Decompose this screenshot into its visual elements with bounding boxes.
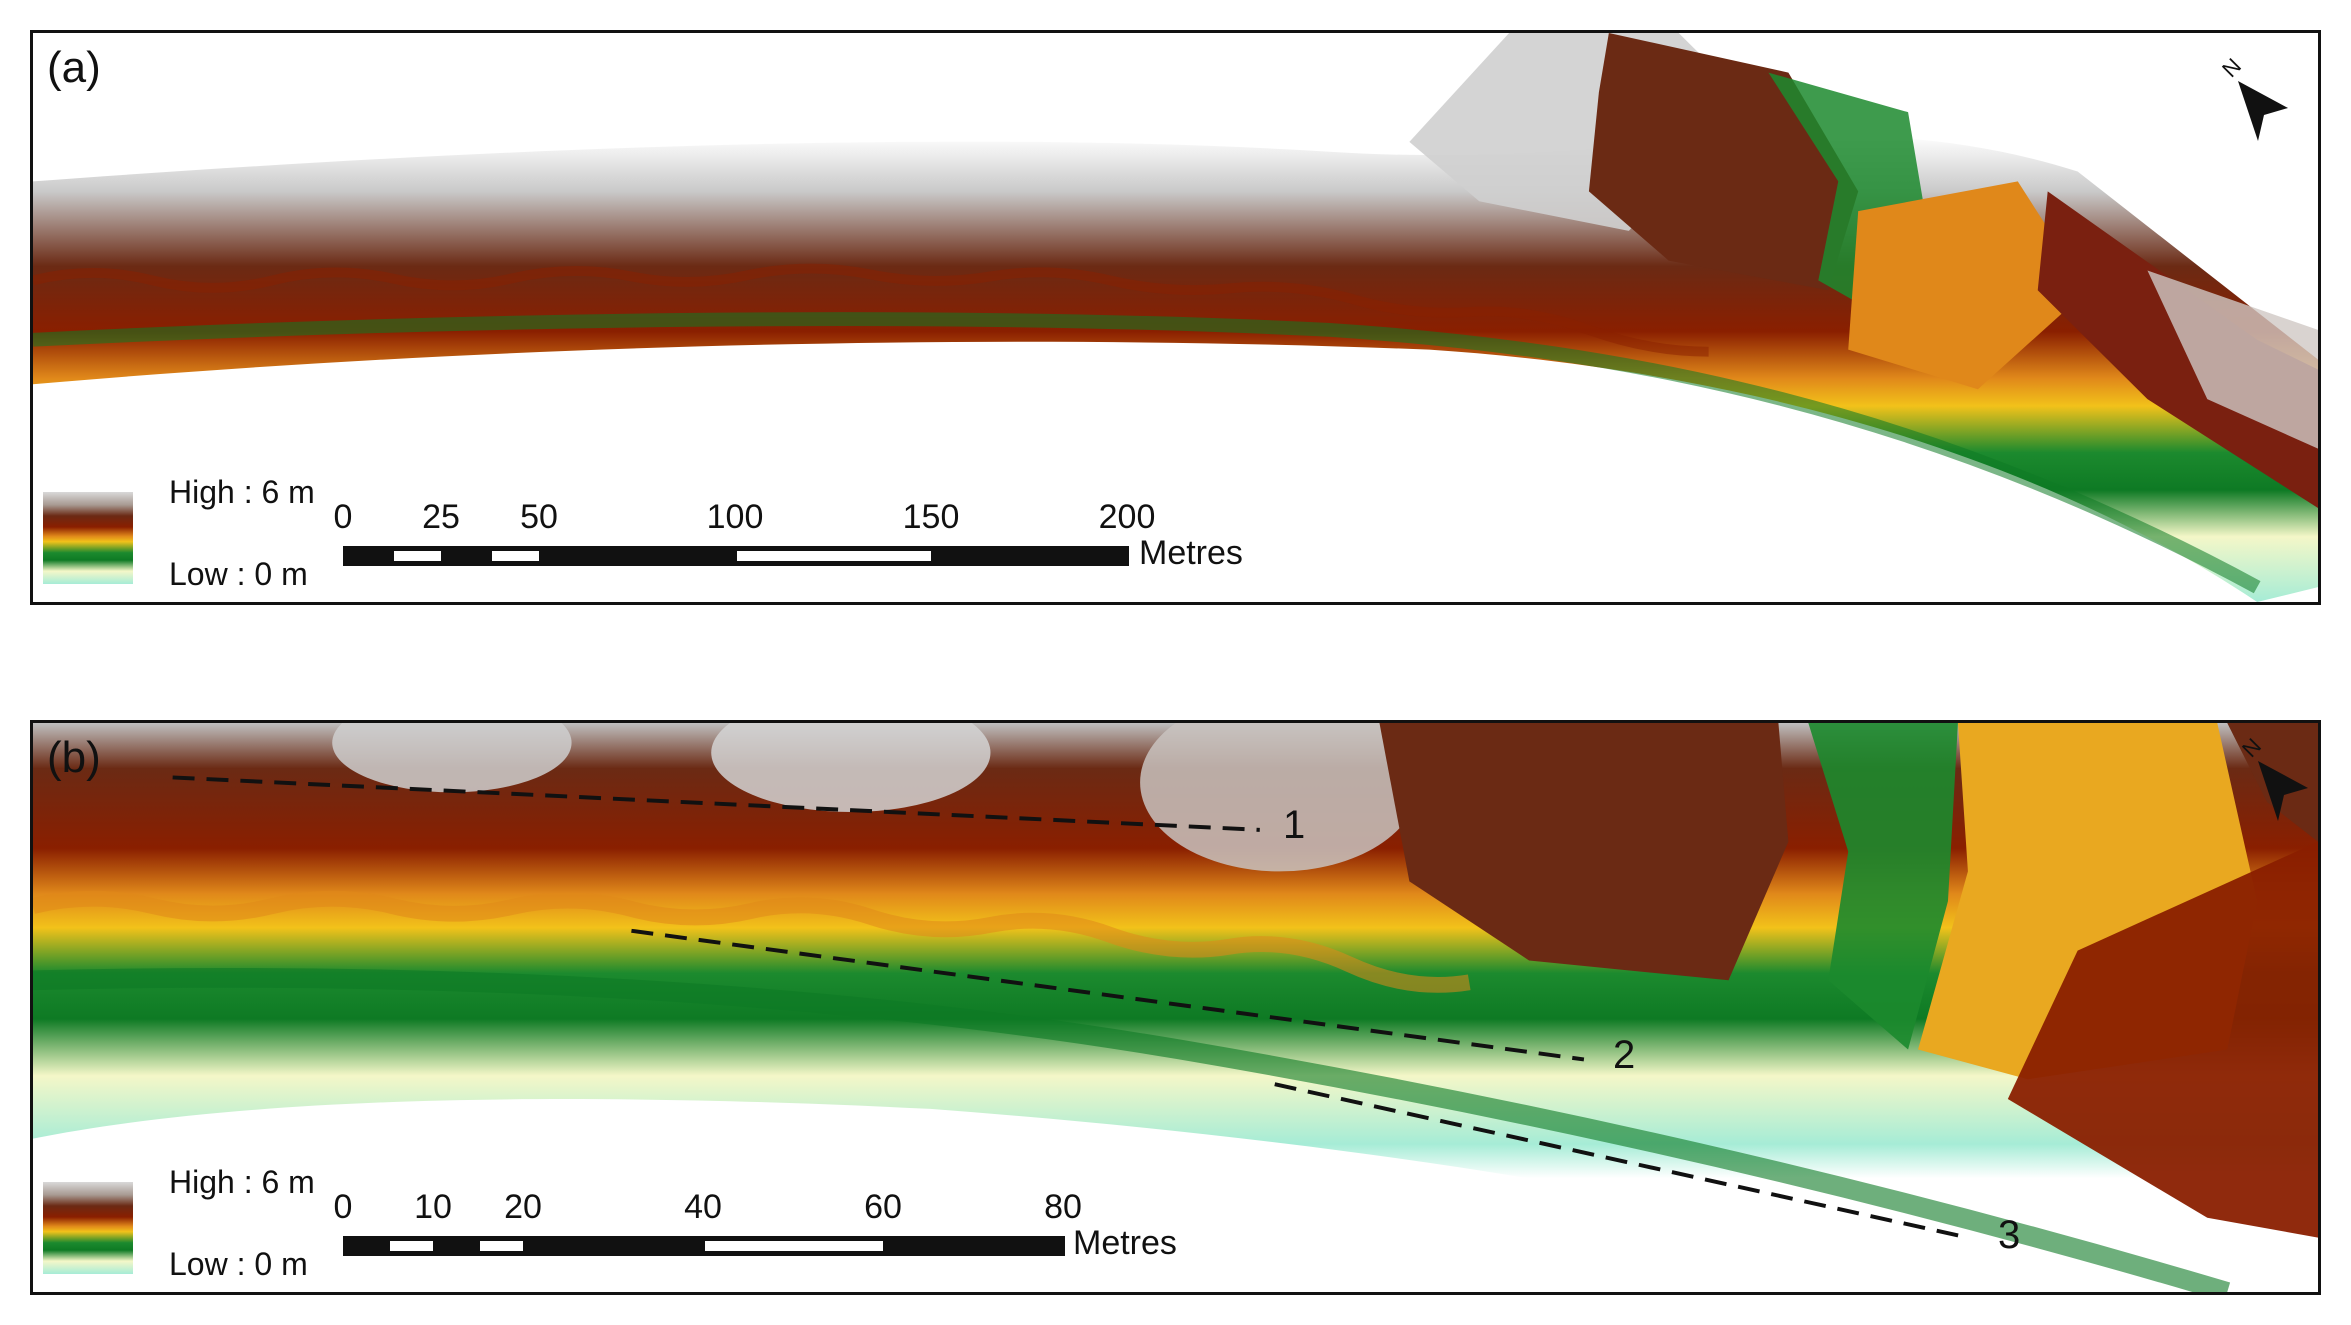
- map-panel-a: (a) N High : 6 m Low : 0 m 0 25 50 100 1…: [30, 30, 2321, 605]
- map-panel-b: (b) 1 2 3 N High : 6 m Low : 0 m 0 10 20…: [30, 720, 2321, 1295]
- scale-tick-label: 40: [684, 1188, 722, 1226]
- elevation-raster-a: [33, 33, 2318, 602]
- north-arrow: N: [2217, 53, 2298, 143]
- panel-label: (b): [47, 733, 101, 782]
- scale-tick-label: 25: [422, 498, 460, 536]
- north-arrow-icon: [2238, 81, 2288, 141]
- scale-bar-graphic: [343, 1236, 1065, 1256]
- scale-unit: Metres: [1073, 1224, 1177, 1262]
- scale-tick-label: 20: [504, 1188, 542, 1226]
- profile-line-1: [172, 775, 1260, 832]
- scale-tick-label: 50: [520, 498, 558, 536]
- legend-low-label: Low : 0 m: [169, 1246, 308, 1282]
- profile-label-1: 1: [1283, 803, 1306, 847]
- profile-label-2: 2: [1613, 1033, 1636, 1077]
- panel-label: (a): [47, 43, 101, 92]
- profile-line-3: [1274, 1082, 1969, 1240]
- legend: High : 6 m Low : 0 m: [43, 474, 343, 594]
- scale-tick-label: 200: [1098, 498, 1156, 536]
- scale-tick-label: 150: [902, 498, 960, 536]
- legend-high-label: High : 6 m: [169, 1164, 315, 1200]
- scale-bar: 0 10 20 40 60 80 Metres: [334, 1188, 1243, 1278]
- scale-unit: Metres: [1139, 534, 1243, 572]
- scale-bar-graphic: [343, 546, 1129, 566]
- scale-tick-label: 60: [864, 1188, 902, 1226]
- elevation-raster-b: [33, 723, 2318, 1292]
- north-arrow-icon: [2258, 761, 2308, 821]
- legend: High : 6 m Low : 0 m: [43, 1164, 343, 1284]
- profile-label-3: 3: [1998, 1213, 2021, 1257]
- scale-tick-label: 0: [333, 498, 353, 536]
- profile-line-2: [631, 928, 1585, 1062]
- scale-tick-label: 80: [1044, 1188, 1082, 1226]
- legend-high-label: High : 6 m: [169, 474, 315, 510]
- scale-tick-label: 100: [706, 498, 764, 536]
- scale-bar: 0 25 50 100 150 200 Metres: [334, 498, 1303, 588]
- legend-color-ramp: [43, 1182, 133, 1274]
- north-arrow: N: [2237, 733, 2318, 823]
- scale-tick-label: 10: [414, 1188, 452, 1226]
- legend-color-ramp: [43, 492, 133, 584]
- scale-tick-label: 0: [333, 1188, 353, 1226]
- legend-low-label: Low : 0 m: [169, 556, 308, 592]
